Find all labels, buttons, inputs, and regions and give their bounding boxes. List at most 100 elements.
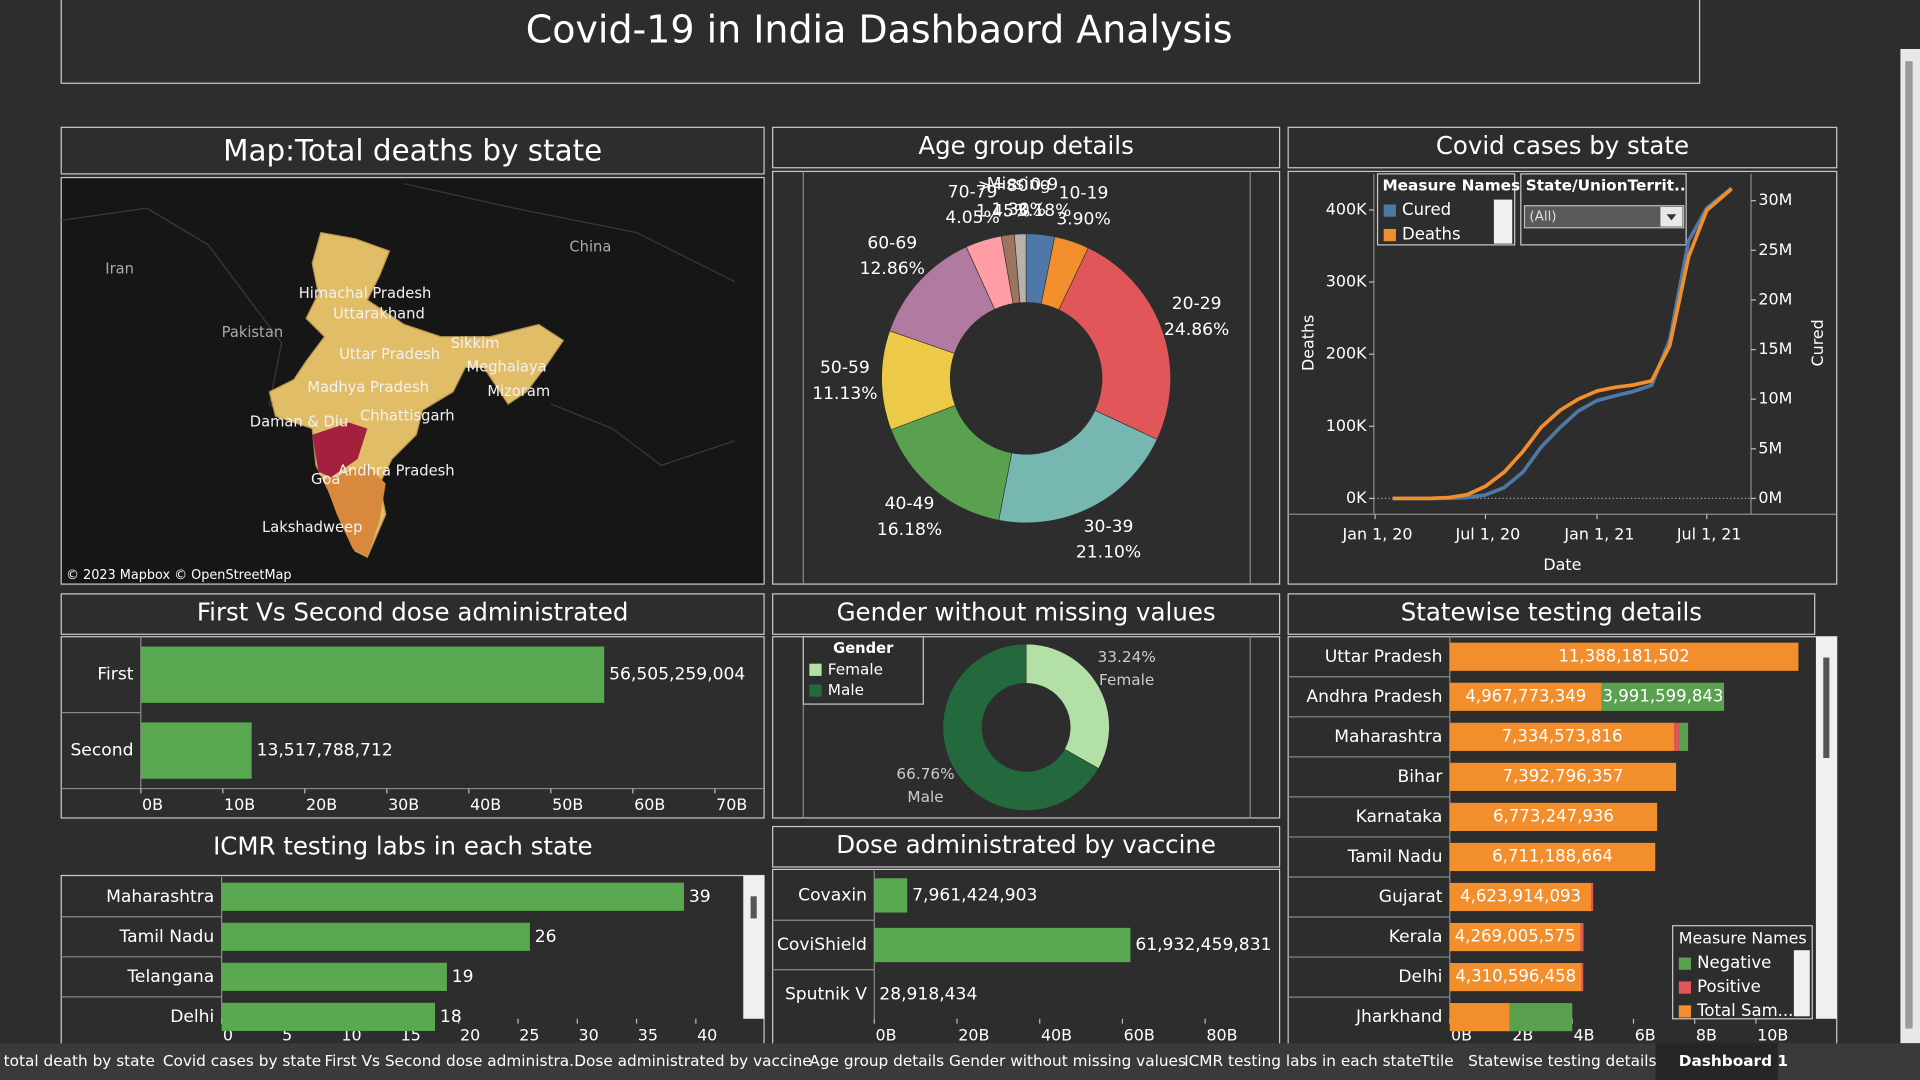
tab[interactable]: Statewise testing details xyxy=(1468,1052,1656,1070)
data-label: 0-9 xyxy=(1030,175,1058,195)
data-label: 4,967,773,349 xyxy=(1465,686,1586,705)
panel-title: Covid cases by state xyxy=(1436,131,1689,160)
x-tick-label: 25 xyxy=(519,1025,539,1044)
map-label: Sikkim xyxy=(451,335,500,352)
data-label: 28,918,434 xyxy=(879,985,977,1005)
data-label: Male xyxy=(907,788,943,806)
y2-tick-label: 20M xyxy=(1758,289,1792,308)
category-label: Delhi xyxy=(170,1007,214,1027)
legend-swatch xyxy=(1678,981,1692,994)
legend-swatch xyxy=(809,663,822,676)
map-label: Lakshadweep xyxy=(262,519,362,536)
filter-value[interactable]: (All) xyxy=(1529,210,1556,225)
map-label: Andhra Pradesh xyxy=(338,462,455,479)
map-label: Mizoram xyxy=(487,383,550,400)
legend-scroll[interactable] xyxy=(1793,950,1810,1017)
tab[interactable]: total death by state xyxy=(4,1052,155,1070)
map-label: Uttar Pradesh xyxy=(339,346,440,363)
state-shape xyxy=(324,465,386,558)
pie-slice xyxy=(1025,643,1110,769)
legend-title: Measure Names xyxy=(1382,177,1520,195)
x-tick-label: Jul 1, 21 xyxy=(1676,525,1742,544)
y2-tick-label: 0M xyxy=(1758,488,1782,507)
map-label: Madhya Pradesh xyxy=(307,379,429,396)
x-tick-label: 40 xyxy=(697,1025,717,1044)
tab[interactable]: Dose administrated by vaccine xyxy=(574,1052,811,1070)
data-label: 18 xyxy=(440,1007,462,1027)
x-tick-label: 40B xyxy=(470,795,501,814)
x-tick-label: 50B xyxy=(552,795,583,814)
tab[interactable]: First Vs Second dose administra... xyxy=(324,1052,583,1070)
y-tick-label: 100K xyxy=(1326,416,1367,435)
x-tick-label: 10B xyxy=(1757,1025,1788,1044)
tab[interactable]: Covid cases by state xyxy=(163,1052,321,1070)
page-scroll-thumb[interactable] xyxy=(1905,61,1913,1029)
map-label: Chhattisgarh xyxy=(360,407,455,424)
filter-dropdown[interactable] xyxy=(1523,205,1685,229)
tab[interactable]: Gender without missing values xyxy=(949,1052,1186,1070)
dropdown-arrow[interactable] xyxy=(1666,214,1677,221)
scroll-thumb[interactable] xyxy=(750,896,757,919)
bar-segment xyxy=(1674,722,1679,751)
dashboard-title: Covid-19 in India Dashbaord Analysis xyxy=(526,7,1233,51)
data-label: 19 xyxy=(452,967,474,987)
data-label: 21.10% xyxy=(1076,543,1141,563)
panel-title-box xyxy=(60,593,765,635)
y2-tick-label: 15M xyxy=(1758,339,1792,358)
bar-segment xyxy=(1580,922,1584,952)
tab[interactable]: Ttile xyxy=(1419,1052,1453,1070)
map-label: Uttarakhand xyxy=(333,306,425,323)
bar xyxy=(221,882,684,911)
x-tick-label: 70B xyxy=(716,795,747,814)
x-tick-label: 0 xyxy=(223,1025,233,1044)
category-label: Sputnik V xyxy=(785,985,867,1005)
data-label: 60-69 xyxy=(867,233,917,253)
legend-swatch xyxy=(1678,1005,1692,1018)
data-label: 56,505,259,004 xyxy=(609,665,745,685)
bar xyxy=(221,1002,436,1031)
scrollbar[interactable] xyxy=(1815,636,1837,1019)
category-label: Maharashtra xyxy=(1334,727,1442,747)
data-label: 7,392,796,357 xyxy=(1503,766,1624,785)
bar-segment xyxy=(1449,802,1658,831)
x-tick-label: 8B xyxy=(1696,1025,1717,1044)
state-shape xyxy=(312,422,368,478)
data-label: 11.13% xyxy=(812,384,877,404)
category-label: Telangana xyxy=(126,967,214,987)
legend-entry: Female xyxy=(828,660,883,678)
legend-swatch xyxy=(1383,228,1396,242)
category-label: Uttar Pradesh xyxy=(1325,647,1443,667)
category-label: Jharkhand xyxy=(1355,1007,1442,1027)
bar-segment xyxy=(1449,682,1602,711)
category-label: Second xyxy=(70,741,133,761)
data-label: 4,623,914,093 xyxy=(1460,887,1581,906)
data-label: 20-29 xyxy=(1172,294,1222,314)
tab[interactable]: ICMR testing labs in each state xyxy=(1184,1052,1421,1070)
legend-entry: Male xyxy=(828,681,864,699)
tab[interactable]: Age group details xyxy=(809,1052,944,1070)
legend-entry: Positive xyxy=(1697,977,1761,996)
data-label: 24.86% xyxy=(1164,320,1229,340)
data-label: 16.18% xyxy=(877,520,942,540)
panel-title: Map:Total deaths by state xyxy=(223,133,602,167)
active-tab[interactable] xyxy=(1655,1043,1778,1080)
pie-slice xyxy=(942,643,1099,811)
tab[interactable]: Dashboard 1 xyxy=(1679,1052,1788,1070)
panel-title-box xyxy=(1287,126,1838,169)
legend-title: Measure Names xyxy=(1679,929,1807,948)
bar xyxy=(221,922,530,951)
legend-scroll[interactable] xyxy=(1493,199,1513,244)
data-label: 33.24% xyxy=(1098,648,1156,666)
panel-title: Statewise testing details xyxy=(1401,597,1702,626)
category-label: Gujarat xyxy=(1379,887,1443,907)
panel-title: Dose administrated by vaccine xyxy=(836,830,1216,859)
data-label: 4.05% xyxy=(945,208,999,228)
scroll-thumb[interactable] xyxy=(1823,657,1830,758)
map-label: Goa xyxy=(311,471,340,488)
panel-title-box xyxy=(772,126,1281,169)
y-tick-label: 300K xyxy=(1326,272,1367,291)
scrollbar[interactable] xyxy=(743,875,765,1019)
y-tick-label: 0K xyxy=(1346,488,1367,507)
map-label: Iran xyxy=(105,260,134,277)
category-label: Karnataka xyxy=(1356,807,1443,827)
